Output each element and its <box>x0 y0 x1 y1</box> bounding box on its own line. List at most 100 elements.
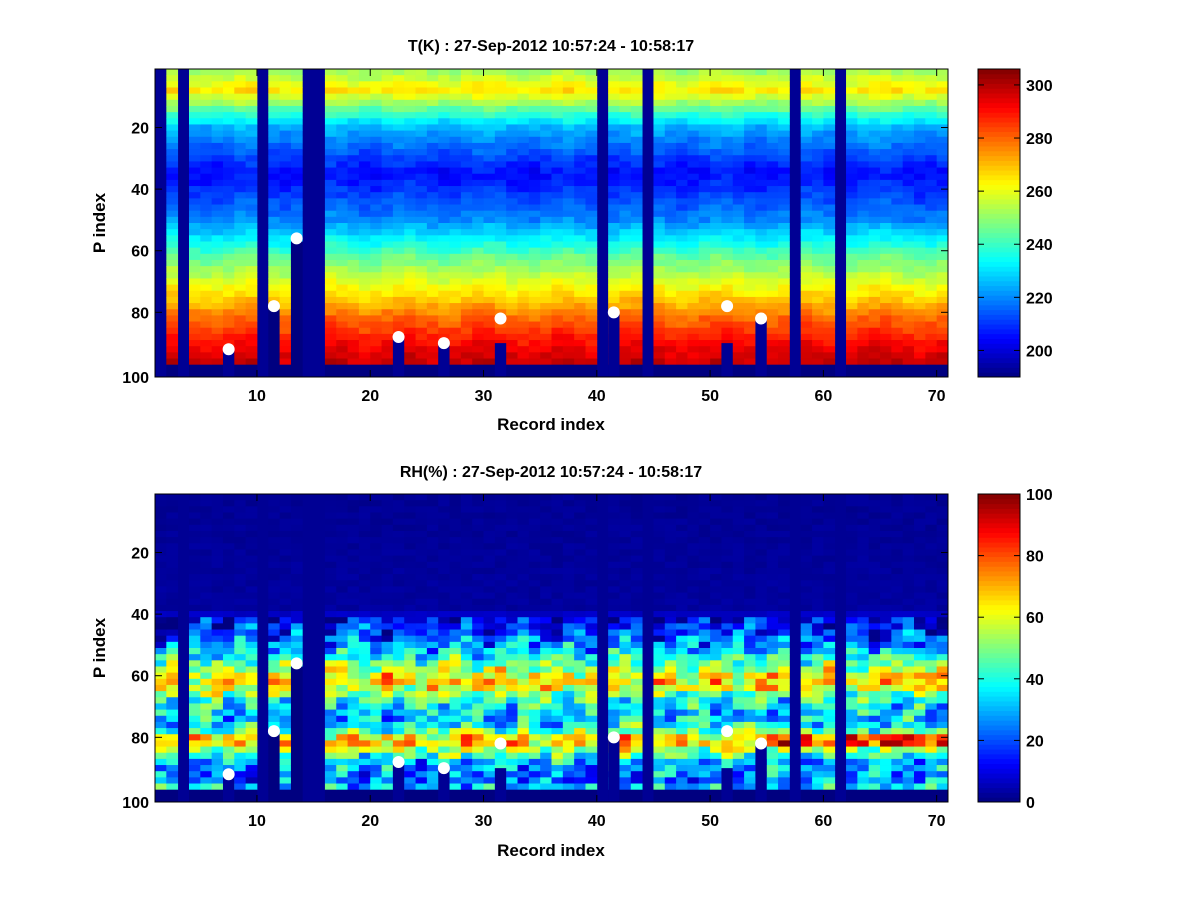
temperature-heatmap-cell <box>200 333 213 341</box>
humidity-heatmap-cell <box>155 500 167 507</box>
temperature-heatmap-cell <box>732 284 745 292</box>
humidity-heatmap-cell <box>381 592 394 600</box>
temperature-heatmap-cell <box>404 303 416 310</box>
humidity-heatmap-cell <box>166 740 179 747</box>
temperature-heatmap-cell <box>370 303 382 310</box>
temperature-heatmap-cell <box>166 216 179 224</box>
temperature-heatmap-cell <box>517 358 530 366</box>
temperature-heatmap-cell <box>732 75 745 82</box>
temperature-heatmap-cell <box>574 118 586 125</box>
temperature-heatmap-cell <box>676 346 688 353</box>
temperature-heatmap-cell <box>676 309 688 316</box>
humidity-heatmap-cell <box>574 691 586 698</box>
temperature-heatmap-cell <box>880 303 892 310</box>
temperature-heatmap-cell <box>846 75 858 82</box>
temperature-heatmap-cell <box>800 173 813 181</box>
temperature-heatmap-cell <box>211 124 224 131</box>
temperature-heatmap-cell <box>846 321 858 329</box>
temperature-heatmap-cell <box>166 223 179 230</box>
temperature-heatmap-cell <box>846 192 858 199</box>
temperature-heatmap-cell <box>778 235 790 242</box>
humidity-heatmap-cell <box>540 703 552 710</box>
temperature-heatmap-cell <box>324 266 337 273</box>
temperature-heatmap-cell <box>234 247 247 255</box>
temperature-heatmap-cell <box>347 247 360 255</box>
temperature-heatmap-cell <box>268 198 281 205</box>
temperature-heatmap-cell <box>710 284 722 292</box>
temperature-heatmap-cell <box>551 87 564 95</box>
humidity-heatmap-cell <box>290 789 303 797</box>
temperature-heatmap-cell <box>823 247 836 255</box>
humidity-heatmap-cell <box>528 648 541 655</box>
humidity-heatmap-cell <box>222 691 235 698</box>
temperature-heatmap-cell <box>347 198 360 205</box>
temperature-heatmap-cell <box>449 259 462 267</box>
humidity-heatmap-cell <box>155 561 167 569</box>
temperature-heatmap-cell <box>619 241 632 249</box>
temperature-heatmap-cell <box>494 87 507 95</box>
humidity-heatmap-cell <box>415 789 428 797</box>
temperature-heatmap-cell <box>540 333 552 341</box>
temperature-heatmap-cell <box>574 204 586 212</box>
humidity-heatmap-cell <box>585 500 598 507</box>
temperature-heatmap-cell <box>381 290 394 298</box>
temperature-heatmap-cell <box>188 272 201 279</box>
humidity-heatmap-cell <box>200 678 213 686</box>
temperature-heatmap-cell <box>426 204 439 212</box>
humidity-heatmap-cell <box>188 746 201 754</box>
temperature-heatmap-cell <box>778 173 790 181</box>
temperature-heatmap-cell <box>200 87 213 95</box>
temperature-heatmap-cell <box>619 118 632 125</box>
temperature-heatmap-cell <box>290 99 303 107</box>
temperature-heatmap-cell <box>812 105 824 113</box>
temperature-heatmap-cell <box>188 210 201 218</box>
temperature-heatmap-cell <box>687 358 700 366</box>
temperature-heatmap-cell <box>630 327 643 335</box>
humidity-heatmap-cell <box>392 678 405 686</box>
humidity-heatmap-cell <box>211 530 224 538</box>
temperature-heatmap-cell <box>358 259 371 267</box>
humidity-heatmap-cell <box>404 567 416 575</box>
temperature-heatmap-cell <box>245 364 258 372</box>
humidity-heatmap-cell <box>608 567 620 575</box>
temperature-heatmap-cell <box>415 284 428 292</box>
temperature-heatmap-cell <box>823 352 836 359</box>
temperature-heatmap-cell <box>370 340 382 347</box>
temperature-heatmap-cell <box>188 309 201 316</box>
temperature-heatmap-cell <box>494 105 507 113</box>
humidity-heatmap-cell <box>234 561 247 569</box>
humidity-heatmap-cell <box>438 629 450 637</box>
temperature-heatmap-cell <box>653 192 666 199</box>
humidity-heatmap-cell <box>290 567 303 575</box>
temperature-heatmap-cell <box>857 309 870 316</box>
temperature-heatmap-cell <box>630 87 643 95</box>
humidity-heatmap-cell <box>279 586 292 593</box>
temperature-heatmap-cell <box>857 192 870 199</box>
temperature-heatmap-cell <box>608 223 620 230</box>
humidity-heatmap-cell <box>449 506 462 513</box>
temperature-heatmap-cell <box>766 296 779 304</box>
temperature-heatmap-cell <box>438 192 450 199</box>
humidity-heatmap-cell <box>188 518 201 526</box>
temperature-heatmap-cell <box>710 81 722 88</box>
humidity-heatmap-cell <box>166 567 179 575</box>
humidity-heatmap-cell <box>460 752 473 760</box>
temperature-heatmap-cell <box>392 161 405 168</box>
humidity-heatmap-cell <box>211 758 224 766</box>
temperature-heatmap-cell <box>483 333 496 341</box>
temperature-heatmap-cell <box>290 112 303 119</box>
temperature-heatmap-cell <box>823 303 836 310</box>
temperature-heatmap-cell <box>902 253 915 261</box>
temperature-heatmap-cell <box>925 327 938 335</box>
temperature-heatmap-cell <box>494 179 507 187</box>
temperature-heatmap-cell <box>664 309 677 316</box>
humidity-heatmap-cell <box>234 506 247 513</box>
temperature-colorbar-segment <box>978 88 1020 94</box>
temperature-heatmap-cell <box>744 81 756 88</box>
temperature-heatmap-cell <box>234 266 247 273</box>
humidity-heatmap-cell <box>381 728 394 735</box>
humidity-heatmap-cell <box>370 648 382 655</box>
temperature-heatmap-cell <box>460 266 473 273</box>
temperature-heatmap-cell <box>925 204 938 212</box>
humidity-heatmap-cell <box>426 648 439 655</box>
